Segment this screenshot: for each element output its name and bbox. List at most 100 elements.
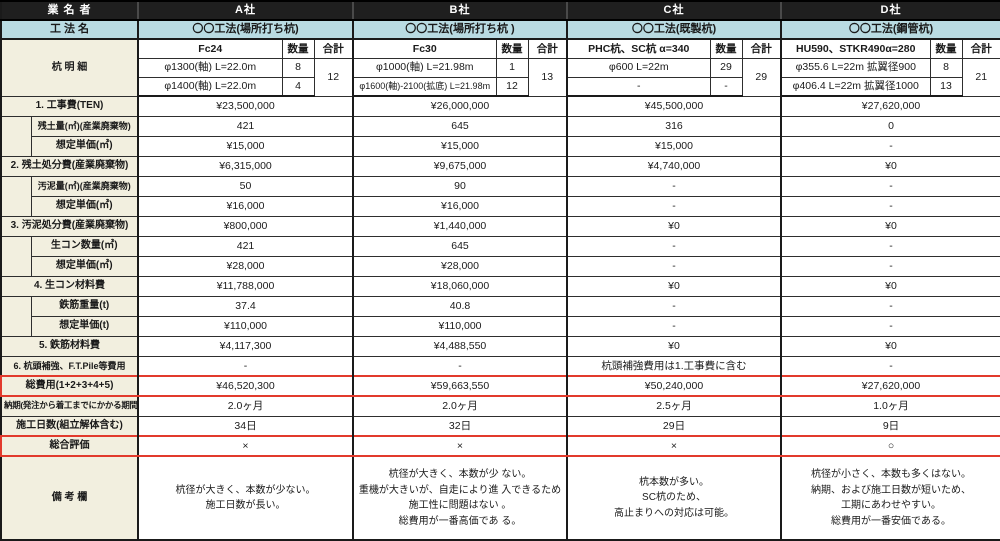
qty-header-a: 数量 (281, 38, 315, 59)
row-label: 想定単価(t) (30, 315, 139, 337)
qty-header-d: 数量 (929, 38, 963, 59)
value-cell: 90 (352, 175, 568, 197)
value-cell: × (566, 435, 782, 457)
value-cell: - (566, 315, 782, 337)
remarks-cell: 杭本数が多い。 SC杭のため、 高止まりへの対応は可能。 (566, 455, 782, 541)
value-cell: ¥0 (780, 275, 1000, 297)
method-cell-d: 〇〇工法(鋼管杭) (780, 19, 1000, 40)
pile-spec-cell: φ406.4 L=22m 拡翼径1000 (780, 76, 931, 97)
value-cell: ¥4,488,550 (352, 335, 568, 357)
value-cell: ¥50,240,000 (566, 375, 782, 397)
value-cell: 34日 (137, 415, 354, 437)
company-header-d: D社 (780, 0, 1000, 21)
value-cell: ¥0 (780, 335, 1000, 357)
value-cell: ¥28,000 (137, 255, 354, 277)
row-label: 想定単価(㎥) (30, 135, 139, 157)
remarks-row: 備 考 欄 杭径が大きく、本数が少ない。 施工日数が長い。 杭径が大きく、本数が… (0, 455, 1000, 541)
value-cell: ¥0 (566, 275, 782, 297)
table-row: 6. 杭頭補強、F.T.Pile等費用 - - 杭頭補強費用は1.工事費に含む … (0, 355, 1000, 377)
remarks-cell: 杭径が小さく、本数も多くはない。 納期、および施工日数が短いため、 工期にあわせ… (780, 455, 1000, 541)
row-label: 汚泥量(㎥)(産業廃棄物) (30, 175, 139, 197)
value-cell: ¥16,000 (137, 195, 354, 217)
value-cell: - (352, 355, 568, 377)
value-cell: - (566, 295, 782, 317)
table-row: 鉄筋重量(t) 37.4 40.8 - - (0, 295, 1000, 337)
value-cell: 2.0ヶ月 (352, 395, 568, 417)
pile-qty-cell: 29 (709, 57, 743, 78)
value-cell: ¥11,788,000 (137, 275, 354, 297)
row-label: 4. 生コン材料費 (0, 275, 139, 297)
overall-evaluation-row: 総合評価 × × × ○ (0, 435, 1000, 457)
pile-spec-header-b: Fc30 (352, 38, 497, 59)
table-row: 2. 残土処分費(産業廃棄物) ¥6,315,000 ¥9,675,000 ¥4… (0, 155, 1000, 177)
total-header-b: 合計 (527, 38, 568, 59)
value-cell: ¥28,000 (352, 255, 568, 277)
value-cell: ¥27,620,000 (780, 95, 1000, 117)
pile-qty-cell: 4 (281, 76, 315, 97)
value-cell: - (780, 355, 1000, 377)
value-cell: ¥27,620,000 (780, 375, 1000, 397)
value-cell: - (780, 315, 1000, 337)
value-cell: 40.8 (352, 295, 568, 317)
value-cell: ¥59,663,550 (352, 375, 568, 397)
value-cell: - (137, 355, 354, 377)
value-cell: ¥45,500,000 (566, 95, 782, 117)
pile-detail-label: 杭 明 細 (0, 38, 139, 97)
total-header-a: 合計 (313, 38, 354, 59)
pile-total-cell: 21 (961, 57, 1000, 97)
row-label: 6. 杭頭補強、F.T.Pile等費用 (0, 355, 139, 377)
value-cell: ○ (780, 435, 1000, 457)
value-cell: - (780, 135, 1000, 157)
table-row: 想定単価(㎥) ¥16,000 ¥16,000 - - (1, 195, 1000, 217)
value-cell: 37.4 (137, 295, 354, 317)
qty-header-b: 数量 (495, 38, 529, 59)
table-row: 想定単価(㎥) ¥15,000 ¥15,000 ¥15,000 - (1, 135, 1000, 157)
value-cell: - (566, 255, 782, 277)
total-header-d: 合計 (961, 38, 1000, 59)
value-cell: 2.0ヶ月 (137, 395, 354, 417)
row-label: 生コン数量(㎥) (30, 235, 139, 257)
value-cell: 1.0ヶ月 (780, 395, 1000, 417)
table-row: 残土量(㎥)(産業廃棄物) 421 645 316 0 (0, 115, 1000, 157)
table-row: 生コン数量(㎥) 421 645 - - (0, 235, 1000, 277)
value-cell: - (566, 195, 782, 217)
value-cell: ¥4,740,000 (566, 155, 782, 177)
table-row: 納期(発注から着工までにかかる期間) 2.0ヶ月 2.0ヶ月 2.5ヶ月 1.0… (0, 395, 1000, 417)
pile-spec-cell: φ1600(軸)-2100(拡底) L=21.98m (352, 76, 497, 97)
row-label: 鉄筋重量(t) (30, 295, 139, 317)
pile-qty-cell: 13 (929, 76, 963, 97)
row-label: 想定単価(㎥) (30, 195, 139, 217)
pile-row-1: φ1300(軸) L=22.0m 8 12 φ1000(軸) L=21.98m … (1, 57, 1000, 97)
total-cost-row: 総費用(1+2+3+4+5) ¥46,520,300 ¥59,663,550 ¥… (0, 375, 1000, 397)
remarks-label: 備 考 欄 (0, 455, 139, 541)
value-cell: ¥15,000 (352, 135, 568, 157)
method-cell-c: 〇〇工法(既製杭) (566, 19, 782, 40)
indent-cell (0, 295, 32, 337)
qty-header-c: 数量 (709, 38, 743, 59)
table-row: 汚泥量(㎥)(産業廃棄物) 50 90 - - (0, 175, 1000, 217)
value-cell: 杭頭補強費用は1.工事費に含む (566, 355, 782, 377)
value-cell: 645 (352, 115, 568, 137)
row-label: 2. 残土処分費(産業廃棄物) (0, 155, 139, 177)
pile-qty-cell: - (709, 76, 743, 97)
indent-cell (0, 235, 32, 277)
method-cell-a: 〇〇工法(場所打ち杭) (137, 19, 354, 40)
pile-spec-header-a: Fc24 (137, 38, 283, 59)
pile-header-row: 杭 明 細 Fc24 数量 合計 Fc30 数量 合計 PHC杭、SC杭 α=3… (0, 38, 1000, 97)
table-row: 3. 汚泥処分費(産業廃棄物) ¥800,000 ¥1,440,000 ¥0 ¥… (0, 215, 1000, 237)
pile-total-cell: 12 (313, 57, 354, 97)
value-cell: - (780, 175, 1000, 197)
method-cell-b: 〇〇工法(場所打ち杭 ) (352, 19, 568, 40)
company-header-c: C社 (566, 0, 782, 21)
value-cell: ¥15,000 (566, 135, 782, 157)
value-cell: 421 (137, 115, 354, 137)
value-cell: ¥9,675,000 (352, 155, 568, 177)
row-label: 総合評価 (0, 435, 139, 457)
value-cell: ¥15,000 (137, 135, 354, 157)
method-row-label: 工 法 名 (0, 19, 139, 40)
method-row: 工 法 名 〇〇工法(場所打ち杭) 〇〇工法(場所打ち杭 ) 〇〇工法(既製杭)… (0, 19, 1000, 40)
pile-spec-cell: φ1000(軸) L=21.98m (352, 57, 497, 78)
row-label: 5. 鉄筋材料費 (0, 335, 139, 357)
value-cell: - (780, 195, 1000, 217)
